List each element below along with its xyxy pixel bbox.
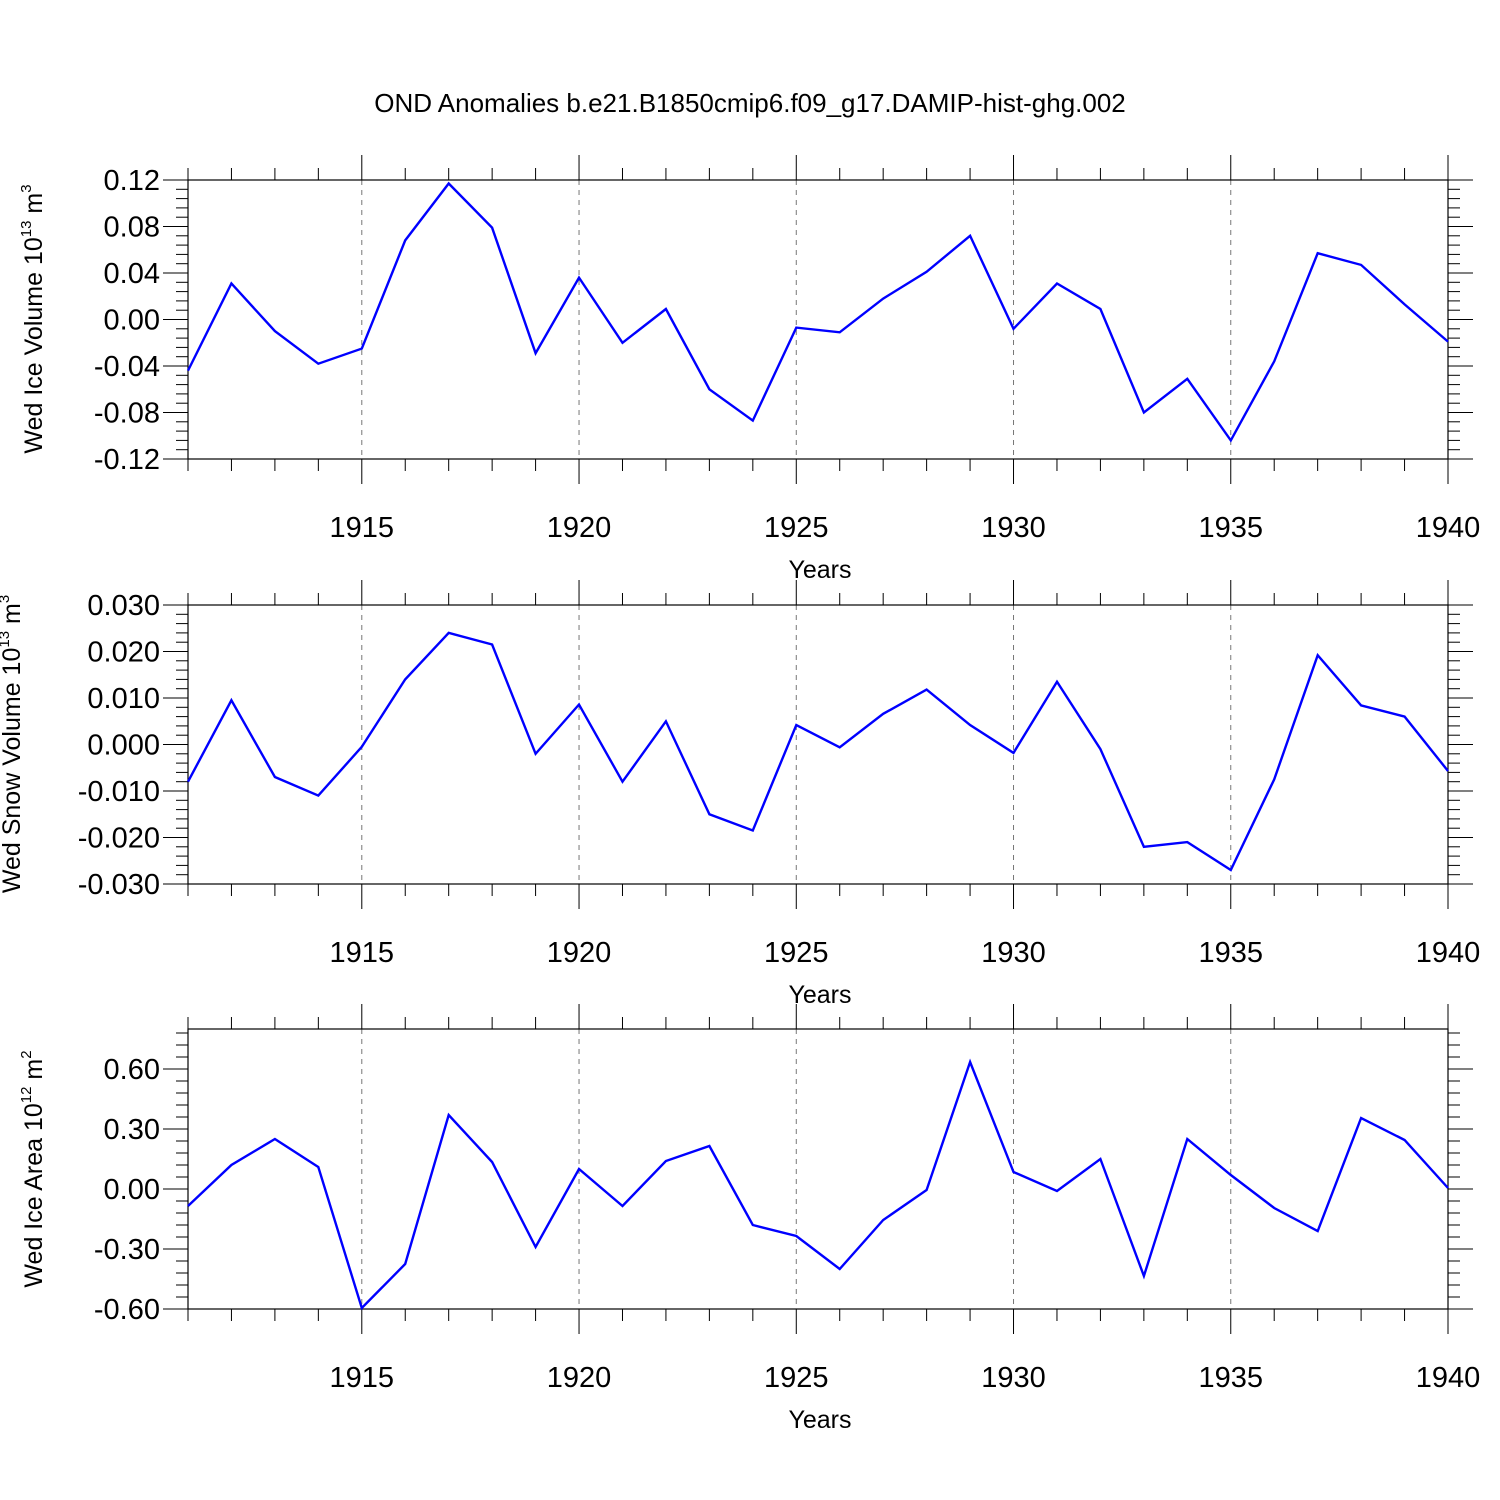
y-tick-label: 0.020 (87, 637, 160, 669)
series-line (186, 181, 1449, 443)
x-tick-label: 1930 (981, 937, 1046, 969)
x-tick-label: 1935 (1199, 512, 1264, 544)
x-tick-label: 1940 (1416, 512, 1481, 544)
y-tick-label: 0.00 (104, 305, 160, 337)
x-tick-label: 1940 (1416, 937, 1481, 969)
panel-3: -0.60 -0.30 0.00 0.30 0.60 1915 1920 1925 1930 19… (18, 1004, 1480, 1434)
x-tick-label: 1915 (330, 1362, 395, 1394)
x-tick-label: 1930 (981, 1362, 1046, 1394)
x-tick-label: 1925 (764, 937, 829, 969)
y-tick-label: 0.04 (104, 258, 160, 290)
y-tick-label: 0.00 (104, 1174, 160, 1206)
y-tick-label: 0.000 (87, 730, 160, 762)
series-line (186, 631, 1449, 872)
x-tick-label: 1915 (330, 512, 395, 544)
y-axis-title: Wed Snow Volume 1013 m3 (0, 595, 26, 893)
y-tick-label: -0.030 (78, 869, 160, 901)
x-tick-label: 1920 (547, 512, 612, 544)
panel-1: -0.12 -0.08 -0.04 0.00 0.04 0.08 0.12 1915 1920 1… (18, 155, 1480, 584)
x-tick-label: 1935 (1199, 937, 1264, 969)
y-tick-label: 0.010 (87, 683, 160, 715)
y-tick-label: 0.12 (104, 165, 160, 197)
y-tick-label: -0.60 (94, 1294, 160, 1326)
x-tick-label: 1915 (330, 937, 395, 969)
x-tick-label: 1940 (1416, 1362, 1481, 1394)
y-tick-label: 0.030 (87, 590, 160, 622)
y-tick-label: 0.30 (104, 1114, 160, 1146)
x-axis-title: Years (788, 981, 851, 1009)
y-tick-label: -0.010 (78, 776, 160, 808)
y-tick-label: -0.12 (94, 444, 160, 476)
x-tick-label: 1935 (1199, 1362, 1264, 1394)
plot-frame (187, 1028, 1449, 1310)
y-tick-label: -0.08 (94, 398, 160, 430)
x-tick-label: 1925 (764, 1362, 829, 1394)
x-tick-label: 1925 (764, 512, 829, 544)
x-axis-title: Years (788, 1406, 851, 1434)
panel-2: -0.030 -0.020 -0.010 0.000 0.010 0.020 0.030 19… (0, 580, 1480, 1009)
y-axis-title: Wed Ice Area 1012 m2 (18, 1050, 48, 1287)
x-tick-label: 1930 (981, 512, 1046, 544)
x-tick-label: 1920 (547, 1362, 612, 1394)
y-tick-label: -0.04 (94, 351, 160, 383)
series-line (187, 1058, 1449, 1311)
y-tick-label: 0.60 (104, 1054, 160, 1086)
x-axis-title: Years (788, 556, 851, 584)
x-tick-label: 1920 (547, 937, 612, 969)
y-axis-title: Wed Ice Volume 1013 m3 (18, 184, 48, 453)
plot-frame (187, 604, 1449, 885)
y-tick-label: -0.020 (78, 823, 160, 855)
y-tick-label: 0.08 (104, 212, 160, 244)
chart-title: OND Anomalies b.e21.B1850cmip6.f09_g17.D… (374, 88, 1126, 118)
y-tick-label: -0.30 (94, 1234, 160, 1266)
plot-frame (187, 179, 1449, 460)
